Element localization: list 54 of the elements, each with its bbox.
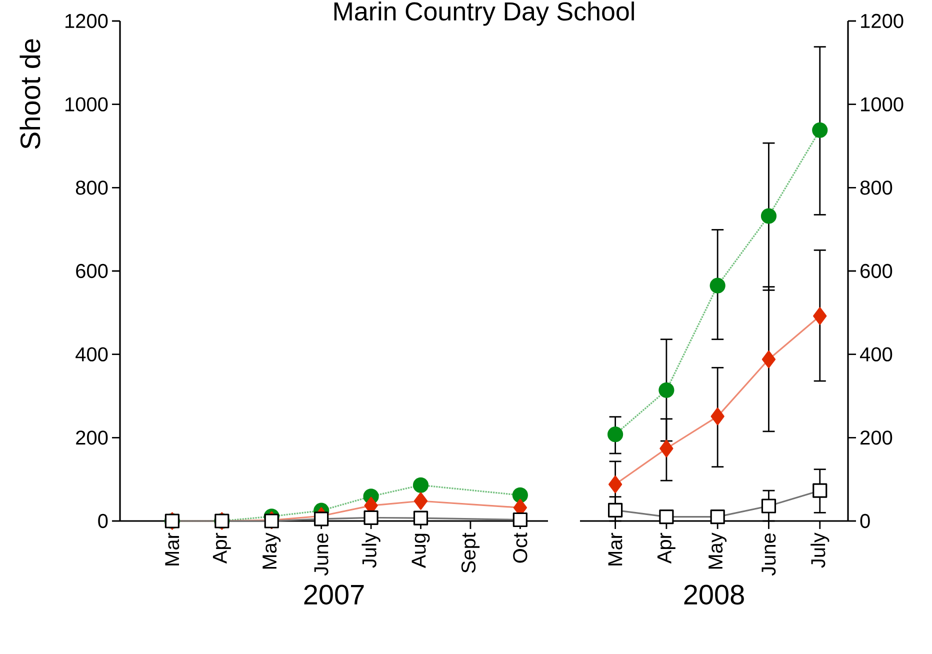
y-tick-label: 400: [76, 347, 108, 362]
x-tick-label: May: [708, 532, 727, 569]
x-tick-label: July: [362, 532, 380, 568]
y-tick-label: 800: [76, 180, 108, 195]
y-tick-label: 200: [860, 430, 892, 445]
x-tick-label: June: [762, 533, 776, 576]
y-axis-title: Shoot de: [20, 39, 40, 149]
x-tick-label: July: [810, 532, 830, 568]
point: [607, 426, 624, 442]
point: [762, 350, 776, 368]
y-tick-label: 800: [860, 180, 892, 195]
x-tick-label: Aug: [412, 534, 430, 568]
point: [658, 382, 674, 398]
chart-title: Marin Country Day School: [334, 2, 634, 26]
x-tick-label: Mar: [608, 532, 622, 566]
x-tick-label: June: [314, 533, 328, 576]
y-tick-label: 400: [860, 347, 892, 362]
x-tick-label: Sept: [461, 532, 480, 573]
y-tick-label: 0: [860, 514, 870, 528]
point: [314, 512, 329, 526]
point: [710, 408, 724, 426]
y-tick-label: 600: [860, 264, 892, 278]
point: [760, 208, 777, 224]
y-tick-label: 1200: [861, 14, 904, 28]
point: [761, 498, 776, 514]
point: [659, 510, 674, 524]
point: [264, 514, 279, 528]
y-tick-label: 1000: [65, 97, 108, 112]
x-tick-label: Mar: [165, 532, 180, 566]
point: [812, 122, 828, 138]
point: [710, 278, 726, 294]
point: [812, 483, 828, 498]
x-tick-label: Apr: [212, 532, 231, 564]
point: [608, 502, 623, 518]
point: [608, 476, 622, 494]
point: [364, 510, 378, 525]
x-tick-label: Apr: [657, 532, 676, 564]
point: [512, 487, 528, 503]
y-tick-label: 200: [76, 430, 108, 445]
x-axis-title: 2008: [684, 584, 744, 605]
point: [414, 492, 428, 510]
x-tick-label: Oct: [513, 532, 528, 563]
point: [512, 512, 528, 528]
point: [660, 440, 674, 458]
y-tick-label: 0: [98, 514, 108, 528]
point: [813, 307, 827, 325]
point: [412, 477, 429, 493]
x-axis-title: 2007: [304, 584, 364, 605]
point: [413, 510, 428, 526]
y-tick-label: 600: [76, 264, 108, 278]
y-tick-label: 1200: [65, 14, 108, 28]
x-tick-label: May: [262, 532, 281, 569]
point: [710, 510, 725, 524]
y-tick-label: 1000: [861, 97, 904, 112]
